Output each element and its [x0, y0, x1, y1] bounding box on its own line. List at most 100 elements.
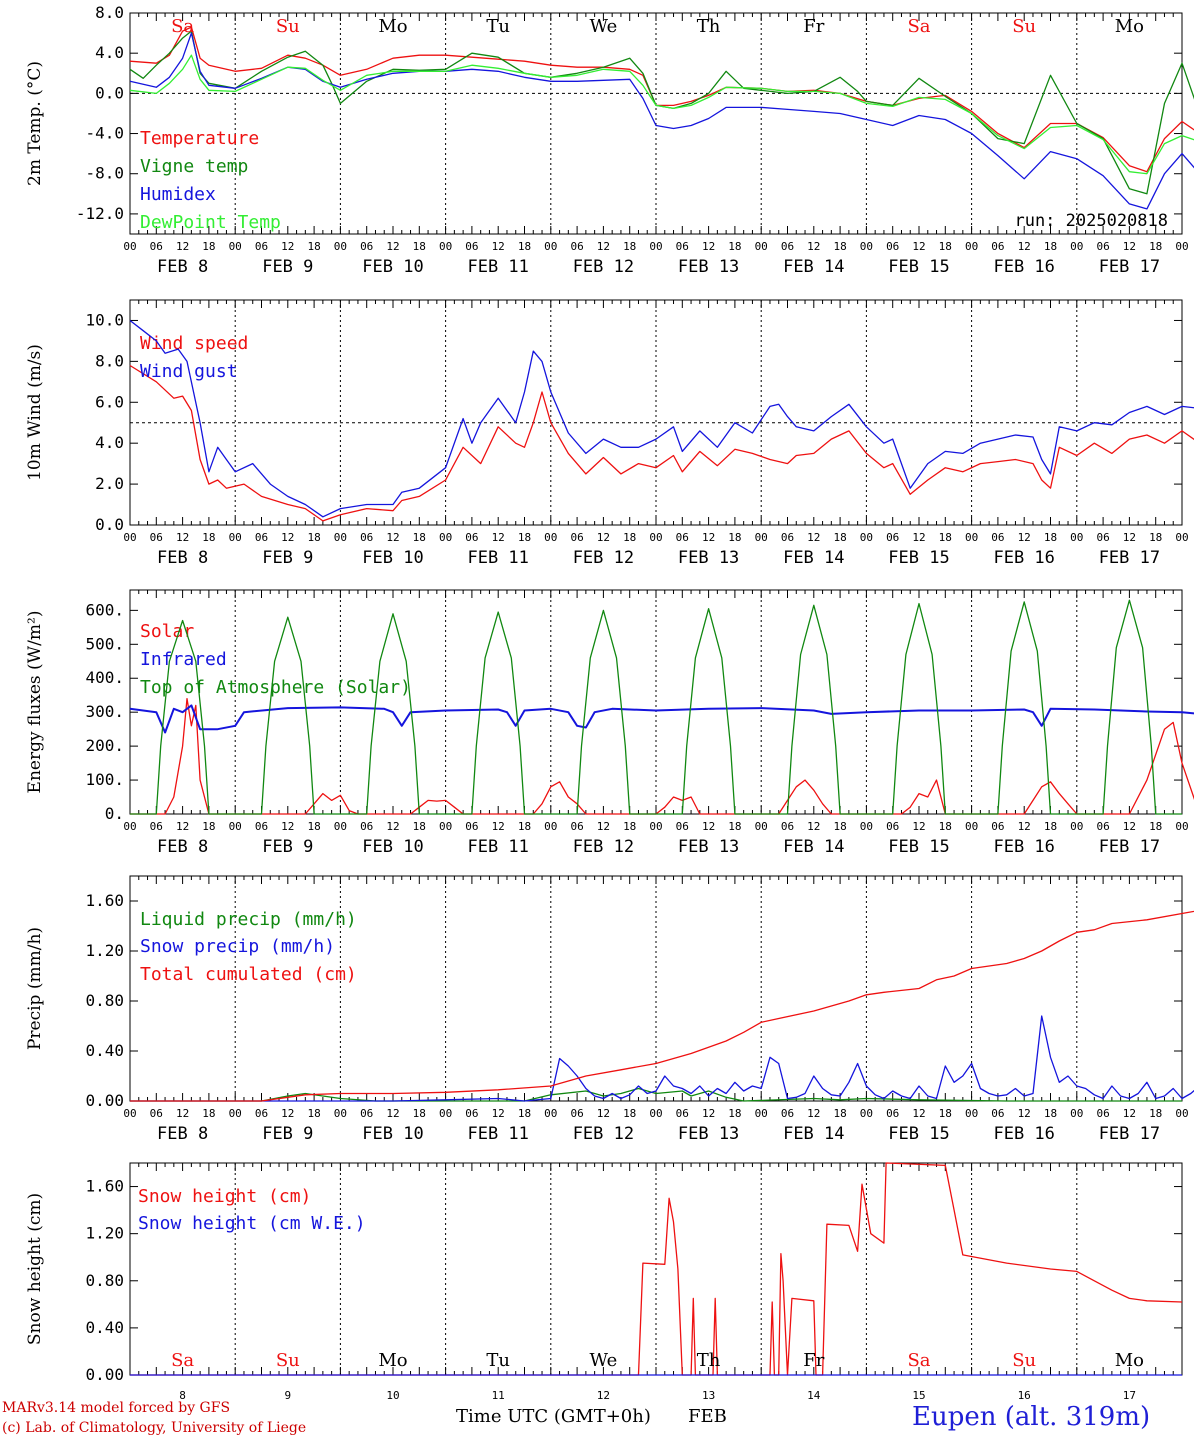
hour-tick-label: 00 [229, 240, 242, 253]
hour-tick-label: 12 [492, 820, 505, 833]
day-abbr: Fr [803, 16, 824, 37]
y-tick-label: 4.0 [95, 433, 124, 452]
series-line-liquid-precip-mm-h- [130, 1087, 1182, 1102]
day-abbr: We [590, 1350, 618, 1371]
hour-tick-label: 18 [307, 240, 320, 253]
hour-tick-label: 00 [860, 531, 873, 544]
hour-tick-label: 18 [202, 240, 215, 253]
hour-tick-label: 06 [150, 531, 163, 544]
hour-tick-label: 12 [597, 820, 610, 833]
hour-tick-label: 18 [413, 531, 426, 544]
date-label: FEB 12 [573, 257, 634, 277]
date-label: FEB 16 [993, 837, 1054, 857]
hour-tick-label: 12 [386, 240, 399, 253]
y-tick-label: 500. [85, 634, 124, 653]
hour-tick-label: 06 [886, 820, 899, 833]
hour-tick-label: 06 [570, 820, 583, 833]
run-annotation: run: 2025020818 [1014, 211, 1168, 231]
y-tick-label: 100. [85, 770, 124, 789]
day-number: 10 [386, 1389, 399, 1402]
date-label: FEB 10 [362, 548, 423, 568]
date-label: FEB 16 [993, 548, 1054, 568]
hour-tick-label: 12 [176, 531, 189, 544]
hour-tick-label: 00 [334, 820, 347, 833]
hour-tick-label: 18 [1149, 820, 1162, 833]
hour-tick-label: 00 [123, 1107, 136, 1120]
hour-tick-label: 00 [860, 1107, 873, 1120]
hour-tick-label: 18 [623, 531, 636, 544]
month-label: FEB [688, 1406, 727, 1427]
hour-tick-label: 18 [728, 1107, 741, 1120]
hour-tick-label: 00 [1175, 820, 1188, 833]
legend-entry: Wind speed [140, 333, 248, 354]
time-axis-label: Time UTC (GMT+0h) [456, 1406, 651, 1427]
hour-tick-label: 06 [255, 531, 268, 544]
series-line-vigne-temp [129, 30, 1194, 195]
date-label: FEB 15 [888, 257, 949, 277]
hour-tick-label: 12 [807, 240, 820, 253]
hour-tick-label: 00 [1175, 240, 1188, 253]
hour-tick-label: 18 [202, 1107, 215, 1120]
y-tick-label: -4.0 [85, 124, 124, 143]
hour-tick-label: 12 [597, 240, 610, 253]
hour-tick-label: 06 [570, 1107, 583, 1120]
date-label: FEB 12 [573, 837, 634, 857]
hour-tick-label: 12 [912, 240, 925, 253]
hour-tick-label: 00 [439, 820, 452, 833]
y-tick-label: 0.0 [95, 83, 124, 102]
day-abbr: Sa [171, 1350, 194, 1371]
hour-tick-label: 06 [360, 820, 373, 833]
series-line-dewpoint-temp [129, 54, 1194, 175]
hour-tick-label: 12 [1123, 820, 1136, 833]
date-label: FEB 9 [262, 837, 313, 857]
hour-tick-label: 12 [176, 1107, 189, 1120]
legend-entry: Infrared [140, 649, 227, 670]
date-label: FEB 15 [888, 548, 949, 568]
hour-tick-label: 06 [886, 1107, 899, 1120]
date-label: FEB 16 [993, 1124, 1054, 1144]
y-tick-label: 0.80 [85, 1271, 124, 1290]
day-number: 16 [1018, 1389, 1031, 1402]
y-axis-label: Precip (mm/h) [25, 927, 45, 1050]
station-label: Eupen (alt. 319m) [912, 1402, 1151, 1432]
hour-tick-label: 18 [307, 1107, 320, 1120]
hour-tick-label: 18 [623, 240, 636, 253]
hour-tick-label: 18 [939, 240, 952, 253]
date-label: FEB 9 [262, 1124, 313, 1144]
y-tick-label: 300. [85, 702, 124, 721]
hour-tick-label: 00 [229, 820, 242, 833]
day-abbr: Su [1012, 1350, 1036, 1371]
y-tick-label: 0.40 [85, 1318, 124, 1337]
hour-tick-label: 00 [755, 820, 768, 833]
hour-tick-label: 18 [833, 1107, 846, 1120]
date-label: FEB 8 [157, 257, 208, 277]
hour-tick-label: 00 [965, 531, 978, 544]
hour-tick-label: 06 [991, 1107, 1004, 1120]
date-label: FEB 12 [573, 1124, 634, 1144]
hour-tick-label: 18 [1044, 1107, 1057, 1120]
hour-tick-label: 00 [544, 240, 557, 253]
day-number: 12 [597, 1389, 610, 1402]
day-abbr: Tu [486, 16, 510, 37]
hour-tick-label: 00 [755, 1107, 768, 1120]
hour-tick-label: 00 [544, 820, 557, 833]
y-tick-label: 1.60 [85, 891, 124, 910]
hour-tick-label: 00 [860, 820, 873, 833]
date-label: FEB 17 [1099, 257, 1160, 277]
day-abbr: We [590, 16, 618, 37]
hour-tick-label: 00 [649, 820, 662, 833]
hour-tick-label: 06 [255, 240, 268, 253]
date-label: FEB 11 [467, 257, 528, 277]
hour-tick-label: 18 [518, 531, 531, 544]
hour-tick-label: 12 [386, 1107, 399, 1120]
legend-entry: Wind gust [140, 361, 238, 382]
hour-tick-label: 18 [1149, 1107, 1162, 1120]
date-label: FEB 12 [573, 548, 634, 568]
hour-tick-label: 18 [833, 531, 846, 544]
hour-tick-label: 06 [570, 240, 583, 253]
hour-tick-label: 00 [229, 1107, 242, 1120]
hour-tick-label: 18 [939, 820, 952, 833]
hour-tick-label: 06 [1096, 240, 1109, 253]
date-label: FEB 16 [993, 257, 1054, 277]
hour-tick-label: 06 [676, 1107, 689, 1120]
